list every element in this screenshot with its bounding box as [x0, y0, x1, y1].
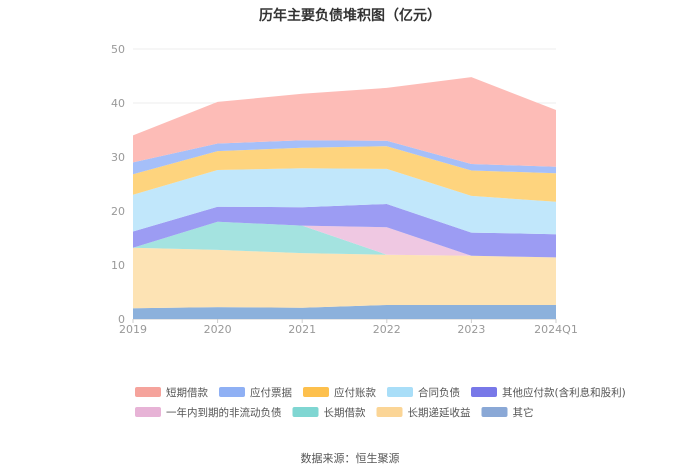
- legend-swatch: [376, 407, 403, 417]
- legend-label: 其他应付款(含利息和股利): [502, 386, 626, 399]
- legend-swatch: [135, 387, 161, 397]
- legend-swatch: [135, 407, 161, 417]
- area-series-长期借款: [133, 221, 556, 258]
- y-tick-label: 30: [111, 151, 125, 164]
- y-tick-label: 20: [111, 205, 125, 218]
- y-tick-label: 10: [111, 259, 125, 272]
- chart-title: 历年主要负债堆积图（亿元）: [259, 7, 441, 24]
- legend-swatch: [481, 407, 508, 417]
- legend-label: 应付票据: [250, 386, 292, 399]
- y-tick-label: 50: [111, 43, 125, 56]
- legend: 短期借款 应付票据 应付账款 合同负债 其他应付款(含利息和股利) 一年内到期的非流动负债…: [135, 386, 626, 419]
- x-tick-label: 2023: [457, 323, 485, 336]
- area-series-长期递延收益: [133, 247, 556, 309]
- y-tick-label: 0: [118, 313, 125, 326]
- x-tick-label: 2021: [288, 323, 316, 336]
- area-series-合同负债: [133, 168, 556, 235]
- legend-item-长期借款[interactable]: 长期借款: [292, 406, 366, 419]
- legend-swatch: [303, 387, 329, 397]
- legend-item-合同负债[interactable]: 合同负债: [387, 386, 460, 399]
- legend-item-短期借款[interactable]: 短期借款: [135, 386, 208, 399]
- legend-item-其它[interactable]: 其它: [481, 406, 534, 419]
- area-series-其他应付款含利息和股利: [133, 204, 556, 258]
- legend-label: 长期递延收益: [408, 406, 471, 419]
- area-series-短期借款: [133, 77, 556, 167]
- legend-label: 一年内到期的非流动负债: [166, 406, 282, 419]
- legend-item-其他应付款含利息和股利[interactable]: 其他应付款(含利息和股利): [471, 386, 626, 399]
- legend-label: 合同负债: [418, 386, 460, 399]
- area-series-应付账款: [133, 146, 556, 202]
- legend-label: 长期借款: [324, 406, 366, 419]
- x-tick-label: 2024Q1: [534, 323, 578, 336]
- legend-item-应付账款[interactable]: 应付账款: [303, 386, 376, 399]
- legend-label: 其它: [513, 406, 534, 419]
- legend-swatch: [219, 387, 245, 397]
- legend-swatch: [292, 407, 319, 417]
- x-tick-label: 2020: [204, 323, 232, 336]
- legend-swatch: [471, 387, 497, 397]
- area-series-其它: [133, 305, 556, 319]
- legend-label: 短期借款: [166, 386, 208, 399]
- area-series-应付票据: [133, 140, 556, 175]
- legend-item-应付票据[interactable]: 应付票据: [219, 386, 292, 399]
- area-series-一年内到期的非流动负债: [133, 221, 556, 258]
- legend-item-一年内到期的非流动负债[interactable]: 一年内到期的非流动负债: [135, 406, 282, 419]
- axes: 2019 2020 2021 2022 2023 2024Q1: [119, 319, 578, 336]
- legend-swatch: [387, 387, 413, 397]
- x-tick-label: 2019: [119, 323, 147, 336]
- legend-item-长期递延收益[interactable]: 长期递延收益: [376, 406, 471, 419]
- y-tick-label: 40: [111, 97, 125, 110]
- legend-label: 应付账款: [334, 386, 376, 399]
- stacked-areas: [133, 77, 556, 319]
- x-tick-label: 2022: [373, 323, 401, 336]
- source-note: 数据来源：恒生聚源: [301, 451, 400, 465]
